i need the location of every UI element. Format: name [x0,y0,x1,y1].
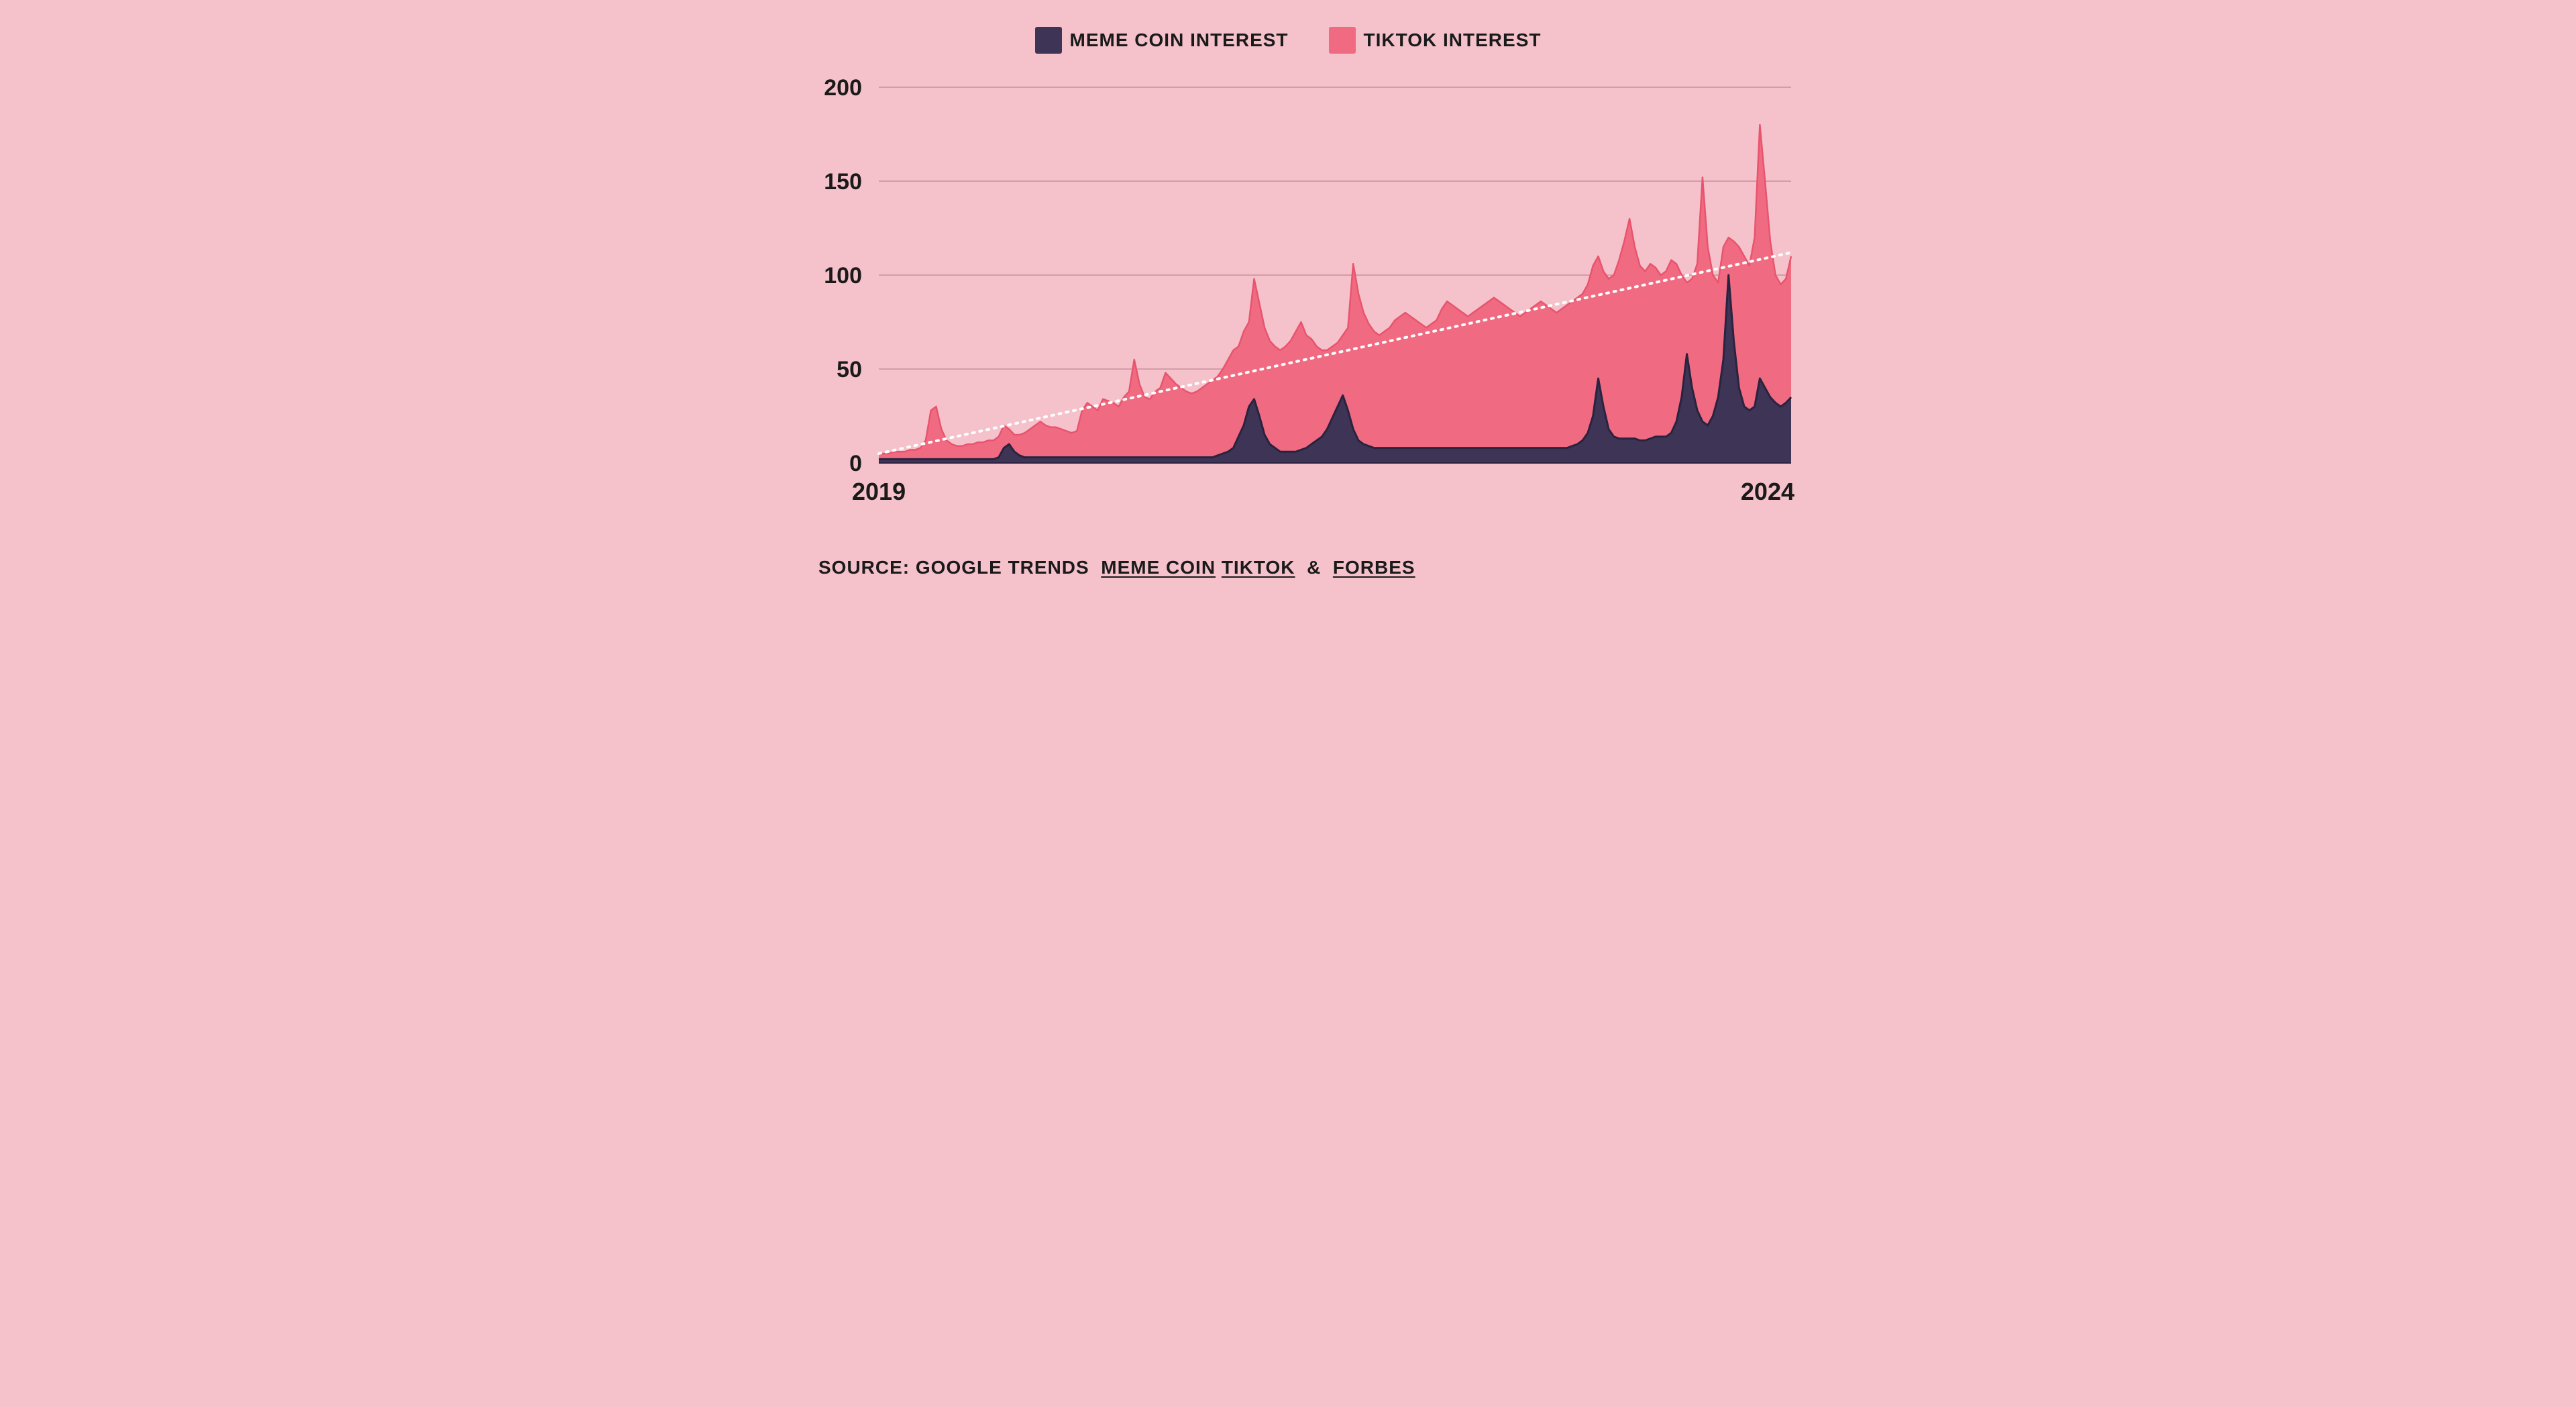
legend-item-tiktok: TIKTOK INTEREST [1329,27,1542,54]
svg-text:50: 50 [837,357,862,382]
chart-plot-area: 0 50 100 150 200 2019 2024 [765,67,1811,523]
legend-label-tiktok: TIKTOK INTEREST [1364,30,1542,51]
source-link-forbes[interactable]: FORBES [1333,557,1415,578]
source-prefix: SOURCE: GOOGLE TRENDS [818,557,1089,578]
source-attribution: SOURCE: GOOGLE TRENDS MEME COIN TIKTOK &… [765,557,1811,578]
svg-text:2024: 2024 [1741,478,1794,505]
source-ampersand: & [1307,557,1321,578]
svg-text:2019: 2019 [852,478,906,505]
chart-container: MEME COIN INTEREST TIKTOK INTEREST 0 50 10… [765,13,1811,578]
svg-text:150: 150 [824,169,862,195]
legend-item-meme: MEME COIN INTEREST [1035,27,1289,54]
legend: MEME COIN INTEREST TIKTOK INTEREST [765,13,1811,54]
legend-label-meme: MEME COIN INTEREST [1070,30,1289,51]
legend-swatch-meme [1035,27,1062,54]
svg-text:0: 0 [849,451,862,476]
source-link-tiktok[interactable]: TIKTOK [1222,557,1295,578]
legend-swatch-tiktok [1329,27,1356,54]
source-link-memecoin[interactable]: MEME COIN [1101,557,1216,578]
svg-text:100: 100 [824,263,862,289]
area-chart-svg: 0 50 100 150 200 2019 2024 [765,67,1811,523]
svg-text:200: 200 [824,75,862,101]
